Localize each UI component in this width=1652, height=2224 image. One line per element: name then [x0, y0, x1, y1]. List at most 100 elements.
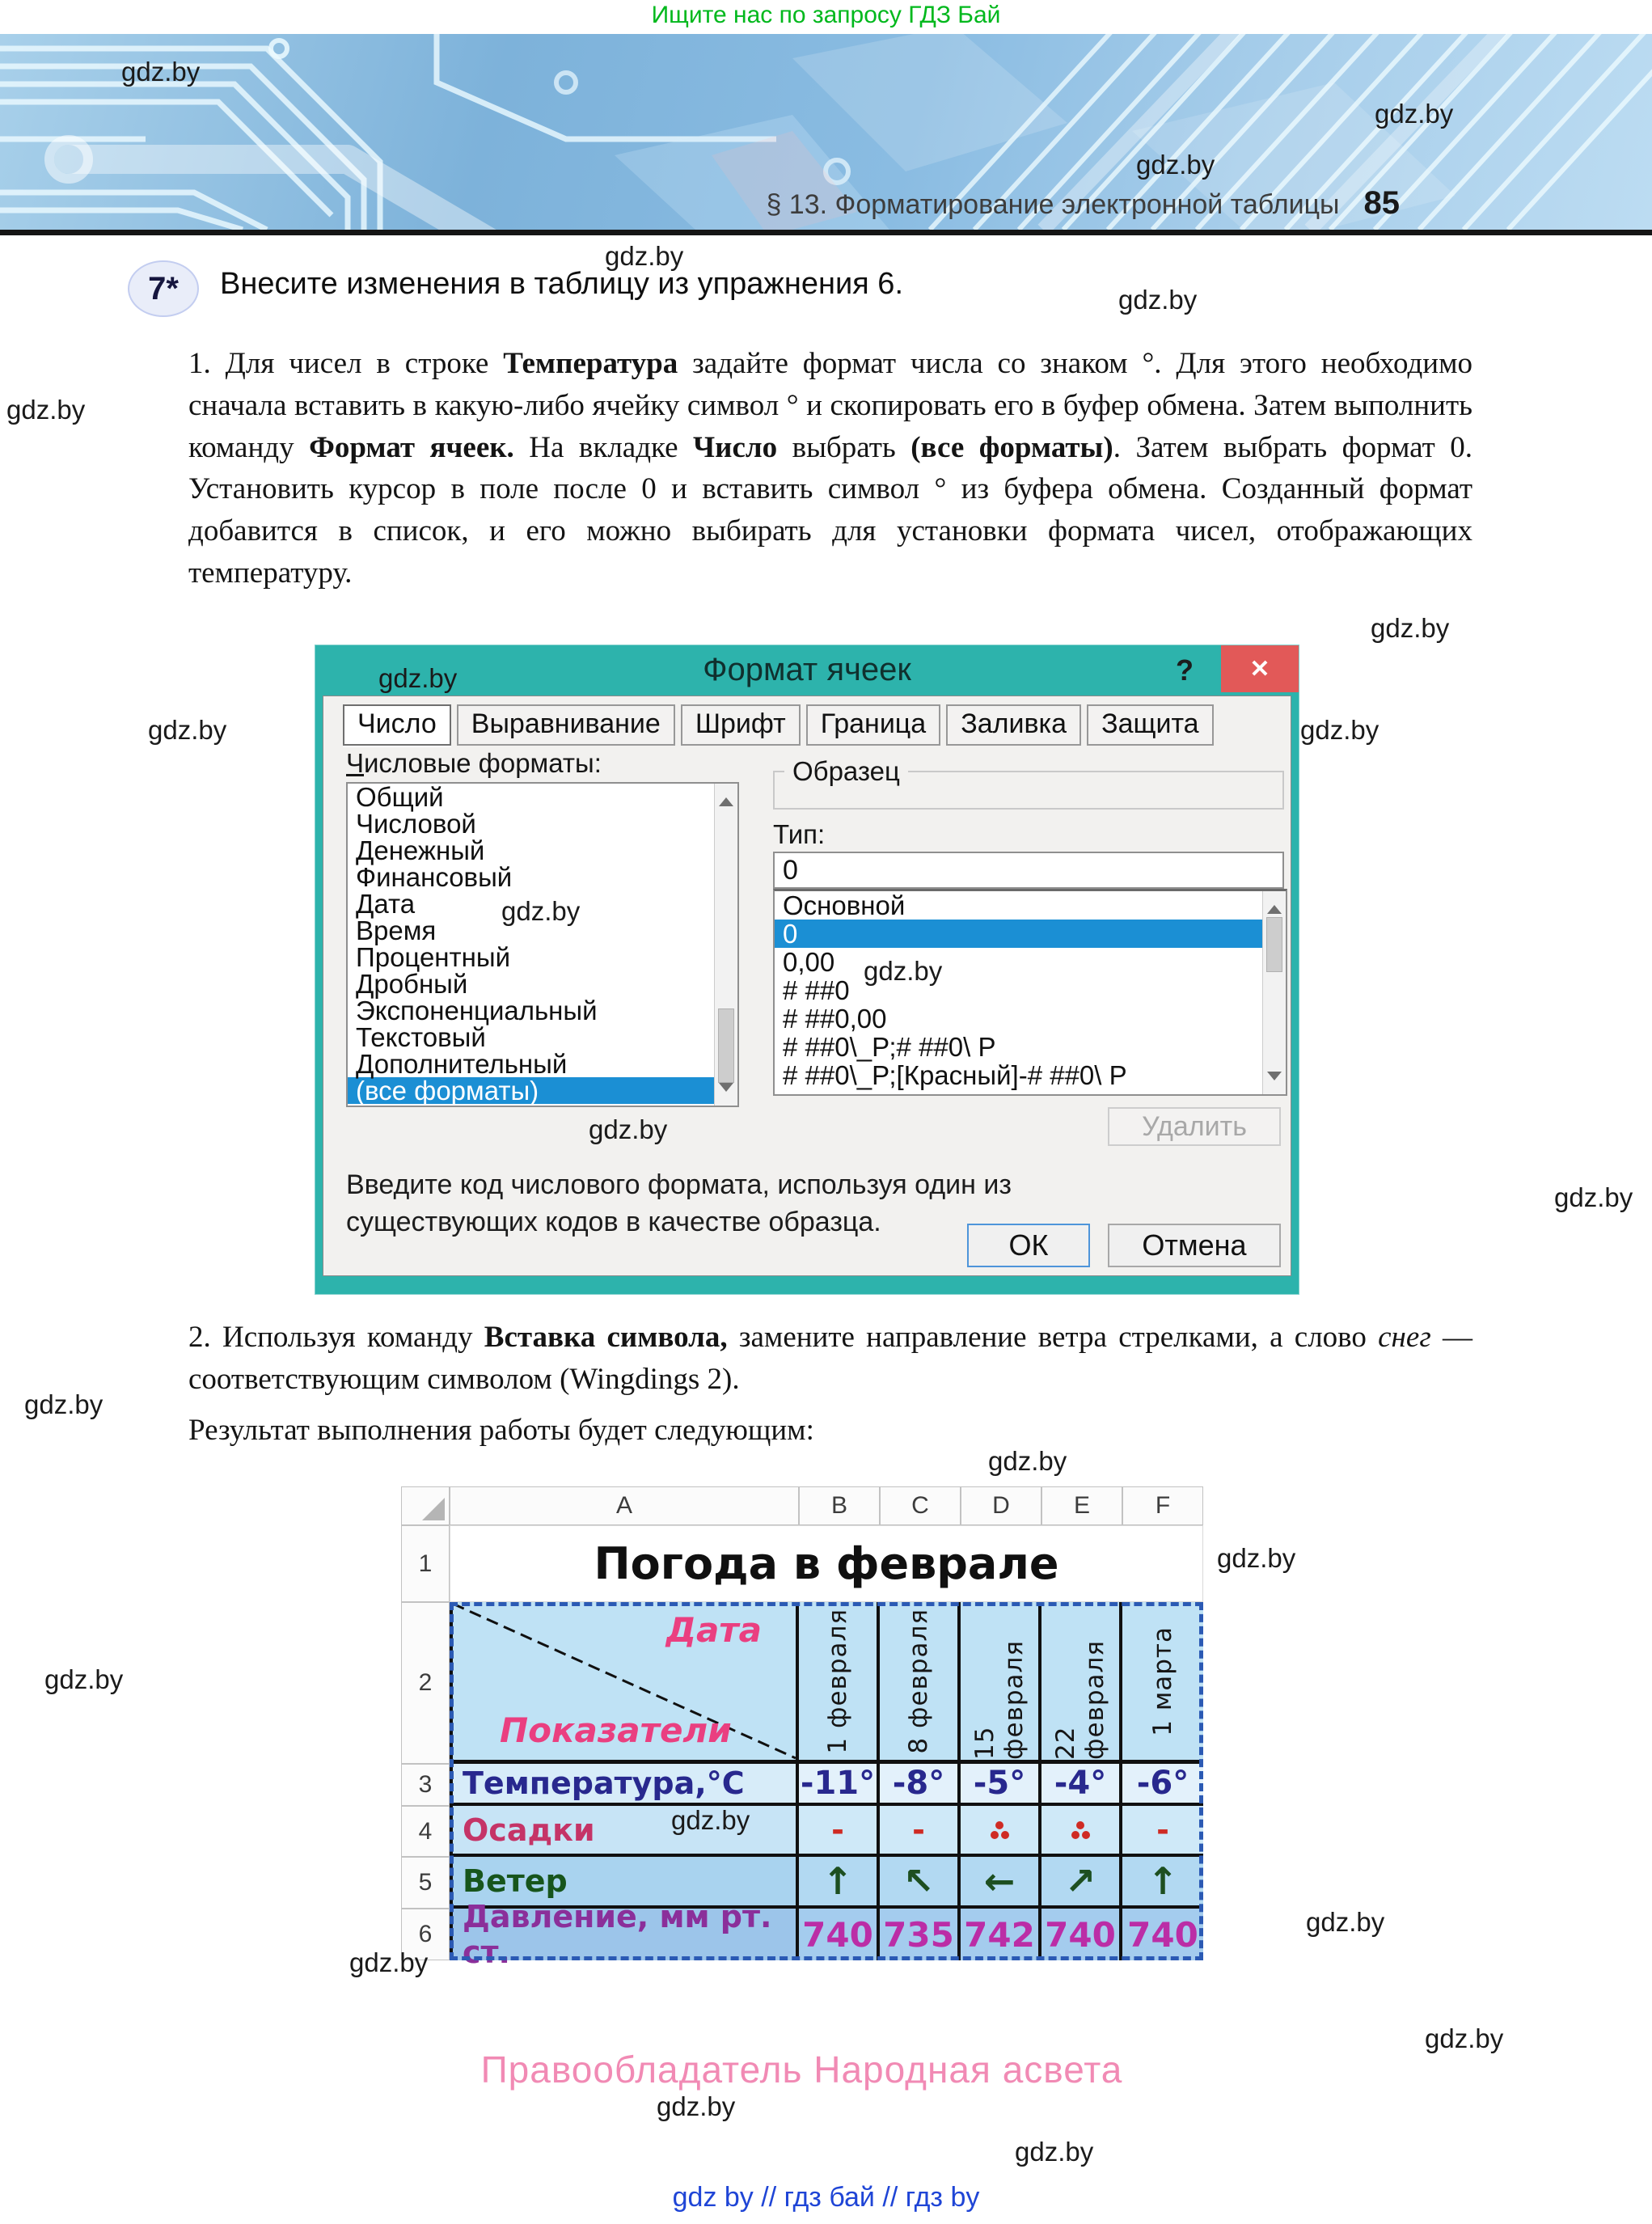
scroll-down-icon[interactable]: [719, 1083, 733, 1099]
list-item[interactable]: Экспоненциальный: [356, 996, 598, 1025]
sheet-title-cell[interactable]: Погода в феврале: [450, 1525, 1203, 1602]
scroll-down-icon[interactable]: [1267, 1072, 1282, 1088]
category-list[interactable]: Общий Числовой Денежный Финансовый Дата Время…: [346, 782, 739, 1107]
cell-precipitation-4[interactable]: [1041, 1806, 1122, 1857]
cell-precipitation-3[interactable]: [961, 1806, 1041, 1857]
format-cells-dialog: Формат ячеек ? ✕ Число Выравнивание Шрифт Г…: [315, 645, 1299, 1294]
list-item[interactable]: Числовой: [356, 809, 476, 839]
watermark: gdz.by: [1217, 1543, 1296, 1573]
cell-temperature-2[interactable]: -8°: [880, 1764, 961, 1806]
date-header-cell[interactable]: 1 марта: [1122, 1602, 1203, 1764]
list-item[interactable]: Общий: [356, 784, 444, 812]
watermark: gdz.by: [1375, 99, 1454, 129]
row-label-precipitation[interactable]: Осадки: [450, 1806, 799, 1857]
dialog-titlebar[interactable]: Формат ячеек ? ✕: [315, 645, 1299, 696]
list-item[interactable]: Дополнительный: [356, 1049, 568, 1079]
list-item[interactable]: Время: [356, 915, 437, 945]
column-header-E[interactable]: E: [1041, 1486, 1122, 1525]
list-item[interactable]: Денежный: [356, 835, 485, 865]
row-header-1[interactable]: 1: [401, 1525, 450, 1602]
scrollbar-thumb[interactable]: [1266, 917, 1282, 972]
row-header-6[interactable]: 6: [401, 1909, 450, 1960]
cell-pressure-4[interactable]: 740: [1041, 1909, 1122, 1960]
scrollbar-thumb[interactable]: [718, 1008, 734, 1083]
ok-button[interactable]: ОК: [967, 1224, 1090, 1267]
watermark: gdz.by: [1015, 2137, 1094, 2167]
cell-wind-3[interactable]: ←: [961, 1857, 1041, 1909]
cell-wind-2[interactable]: ↖: [880, 1857, 961, 1909]
row-header-2[interactable]: 2: [401, 1602, 450, 1764]
tab-Защита[interactable]: Защита: [1087, 704, 1214, 746]
column-header-F[interactable]: F: [1122, 1486, 1203, 1525]
column-header-A[interactable]: A: [450, 1486, 799, 1525]
row-label-pressure[interactable]: Давление, мм рт. ст.: [450, 1899, 799, 1970]
list-item[interactable]: 0,00: [783, 947, 835, 977]
cell-precipitation-1[interactable]: -: [799, 1806, 880, 1857]
column-header-C[interactable]: C: [880, 1486, 961, 1525]
watermark: gdz.by: [24, 1389, 104, 1419]
cell-wind-1[interactable]: ↑: [799, 1857, 880, 1909]
corner-cell-dates-indicators[interactable]: Дата Показатели: [450, 1602, 799, 1764]
cell-precipitation-2[interactable]: -: [880, 1806, 961, 1857]
cell-precipitation-5[interactable]: -: [1122, 1806, 1203, 1857]
watermark: gdz.by: [349, 1947, 429, 1977]
tab-Число[interactable]: Число: [343, 704, 451, 746]
column-header-B[interactable]: B: [799, 1486, 880, 1525]
date-header-text: 15 февраля: [970, 1640, 1029, 1760]
date-header-cell[interactable]: 22 февраля: [1041, 1602, 1122, 1764]
list-item[interactable]: 0: [775, 920, 1263, 948]
cell-temperature-3[interactable]: -5°: [961, 1764, 1041, 1806]
date-header-cell[interactable]: 8 февраля: [880, 1602, 961, 1764]
list-item[interactable]: # ##0\_Р;# ##0\ Р: [783, 1032, 996, 1062]
list-item[interactable]: # ##0,00: [783, 1004, 887, 1034]
list-item[interactable]: # ##0: [783, 975, 850, 1005]
snow-symbol: [1070, 1820, 1091, 1839]
cell-wind-5[interactable]: ↑: [1122, 1857, 1203, 1909]
cell-pressure-5[interactable]: 740: [1122, 1909, 1203, 1960]
close-button[interactable]: ✕: [1221, 645, 1299, 692]
list-item[interactable]: Дата: [356, 889, 416, 919]
list-item[interactable]: Процентный: [356, 942, 511, 972]
select-all-corner[interactable]: [401, 1486, 450, 1525]
tab-Заливка[interactable]: Заливка: [946, 704, 1082, 746]
tab-Выравнивание[interactable]: Выравнивание: [456, 704, 675, 746]
scroll-up-icon[interactable]: [1267, 898, 1282, 914]
cell-temperature-1[interactable]: -11°: [799, 1764, 880, 1806]
list-item[interactable]: (все форматы): [348, 1077, 715, 1104]
format-scrollbar[interactable]: [1262, 891, 1286, 1094]
date-header-cell[interactable]: 1 февраля: [799, 1602, 880, 1764]
list-item[interactable]: Основной: [783, 891, 906, 920]
help-icon[interactable]: ?: [1176, 653, 1194, 687]
cell-pressure-3[interactable]: 742: [961, 1909, 1041, 1960]
list-item[interactable]: Текстовый: [356, 1022, 486, 1052]
column-header-D[interactable]: D: [961, 1486, 1041, 1525]
list-item[interactable]: # ##0\_Р;[Красный]-# ##0\ Р: [783, 1060, 1127, 1090]
date-header-cell[interactable]: 15 февраля: [961, 1602, 1041, 1764]
type-input[interactable]: [773, 852, 1284, 889]
category-list-items: Общий Числовой Денежный Финансовый Дата Время…: [348, 784, 715, 1106]
category-scrollbar[interactable]: [714, 784, 737, 1106]
cell-pressure-2[interactable]: 735: [880, 1909, 961, 1960]
watermark: gdz.by: [1300, 715, 1379, 745]
tab-Граница[interactable]: Граница: [805, 704, 941, 746]
row-label-wind[interactable]: Ветер: [450, 1857, 799, 1909]
cell-temperature-5[interactable]: -6°: [1122, 1764, 1203, 1806]
cell-pressure-1[interactable]: 740: [799, 1909, 880, 1960]
scroll-up-icon[interactable]: [719, 790, 733, 806]
row-header-5[interactable]: 5: [401, 1857, 450, 1909]
section-title: § 13. Форматирование электронной таблицы: [766, 189, 1340, 220]
row-label-temperature[interactable]: Температура,°С: [450, 1764, 799, 1806]
cell-temperature-4[interactable]: -4°: [1041, 1764, 1122, 1806]
cell-wind-4[interactable]: ↗: [1041, 1857, 1122, 1909]
list-item[interactable]: Финансовый: [356, 862, 513, 892]
delete-button[interactable]: Удалить: [1108, 1107, 1281, 1146]
format-hint: Введите код числового формата, используя…: [346, 1169, 1012, 1237]
tab-Шрифт[interactable]: Шрифт: [680, 704, 801, 746]
cancel-button[interactable]: Отмена: [1108, 1224, 1281, 1267]
watermark: gdz.by: [605, 241, 684, 271]
row-header-4[interactable]: 4: [401, 1806, 450, 1857]
list-item[interactable]: Дробный: [356, 969, 468, 999]
format-code-list[interactable]: Основной 0 0,00 # ##0 # ##0,00 # ##0\_Р;# ##0…: [773, 889, 1287, 1096]
row-header-3[interactable]: 3: [401, 1764, 450, 1806]
